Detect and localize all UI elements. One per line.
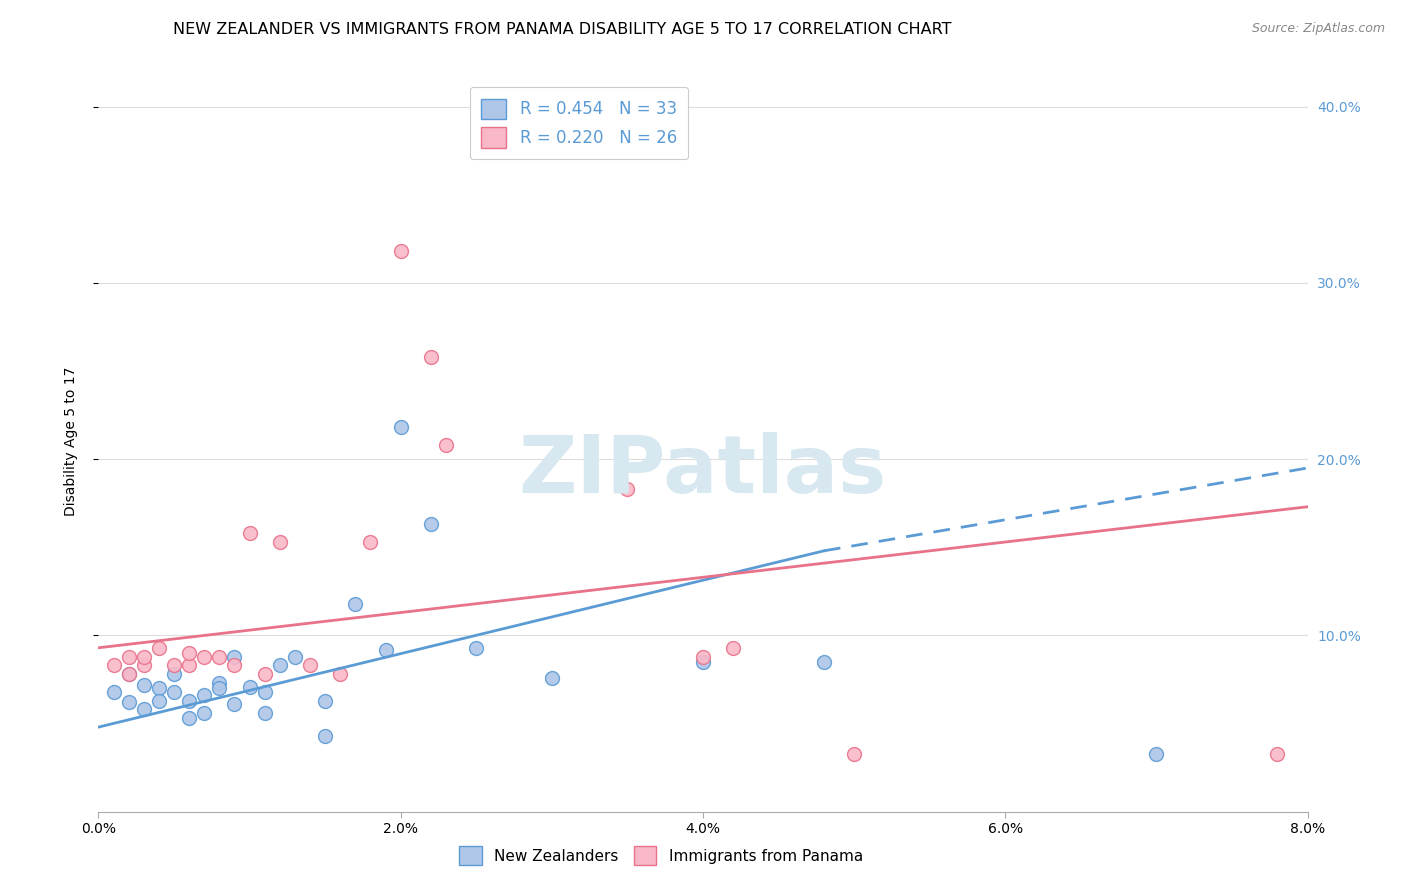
Point <box>132 702 155 716</box>
Point <box>813 655 835 669</box>
Point <box>103 658 125 673</box>
Point <box>208 676 231 690</box>
Point <box>723 640 745 655</box>
Point <box>314 694 336 708</box>
Point <box>193 649 215 664</box>
Point <box>163 667 186 681</box>
Point <box>284 649 307 664</box>
Point <box>269 535 291 549</box>
Point <box>692 649 714 664</box>
Point <box>844 747 866 761</box>
Point <box>224 697 246 711</box>
Point <box>179 711 201 725</box>
Point <box>118 667 141 681</box>
Y-axis label: Disability Age 5 to 17: Disability Age 5 to 17 <box>63 367 77 516</box>
Point <box>692 655 714 669</box>
Point <box>148 640 170 655</box>
Point <box>132 678 155 692</box>
Point <box>163 658 186 673</box>
Point <box>329 667 352 681</box>
Point <box>1267 747 1289 761</box>
Point <box>389 420 412 434</box>
Point <box>616 482 638 496</box>
Point <box>314 729 336 743</box>
Point <box>253 667 276 681</box>
Point <box>344 597 367 611</box>
Point <box>434 438 457 452</box>
Point <box>360 535 382 549</box>
Point <box>208 649 231 664</box>
Point <box>118 649 141 664</box>
Point <box>132 649 155 664</box>
Point <box>540 671 562 685</box>
Point <box>374 642 396 657</box>
Point <box>179 646 201 660</box>
Point <box>148 694 170 708</box>
Point <box>224 649 246 664</box>
Point <box>420 517 443 532</box>
Point <box>179 694 201 708</box>
Point <box>239 680 262 694</box>
Point <box>420 350 443 364</box>
Point <box>269 658 291 673</box>
Point <box>163 685 186 699</box>
Point <box>253 685 276 699</box>
Point <box>103 685 125 699</box>
Point <box>224 658 246 673</box>
Point <box>179 658 201 673</box>
Text: ZIPatlas: ZIPatlas <box>519 432 887 510</box>
Point <box>193 706 215 720</box>
Text: Source: ZipAtlas.com: Source: ZipAtlas.com <box>1251 22 1385 36</box>
Point <box>148 681 170 696</box>
Point <box>118 695 141 709</box>
Point <box>389 244 412 259</box>
Point <box>299 658 322 673</box>
Point <box>132 658 155 673</box>
Point <box>465 640 488 655</box>
Point <box>193 689 215 703</box>
Point <box>253 706 276 720</box>
Point <box>239 526 262 541</box>
Point <box>1146 747 1168 761</box>
Legend: New Zealanders, Immigrants from Panama: New Zealanders, Immigrants from Panama <box>453 840 869 871</box>
Point <box>208 681 231 696</box>
Text: NEW ZEALANDER VS IMMIGRANTS FROM PANAMA DISABILITY AGE 5 TO 17 CORRELATION CHART: NEW ZEALANDER VS IMMIGRANTS FROM PANAMA … <box>173 22 952 37</box>
Legend: R = 0.454   N = 33, R = 0.220   N = 26: R = 0.454 N = 33, R = 0.220 N = 26 <box>470 87 689 160</box>
Point <box>118 667 141 681</box>
